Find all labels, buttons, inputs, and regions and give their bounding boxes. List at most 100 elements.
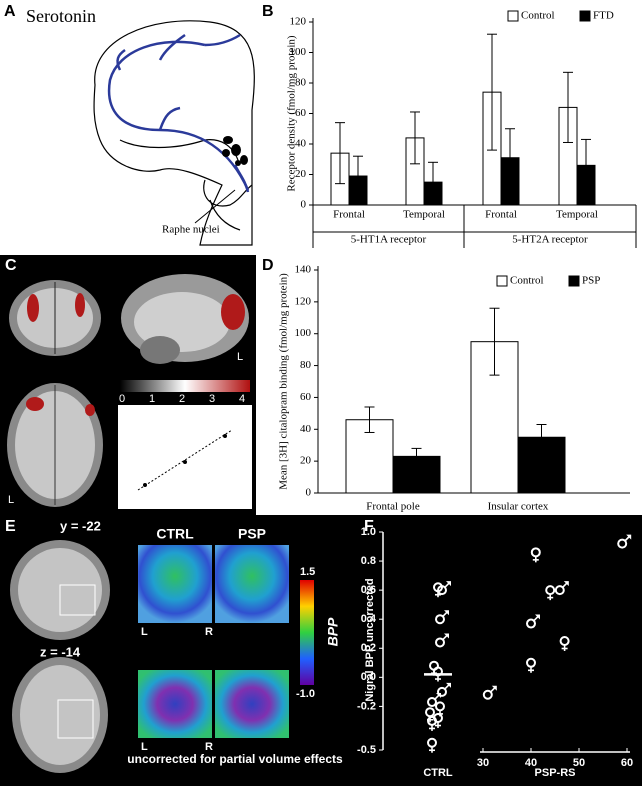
y-axis-title: Mean [3H] citalopram binding (fmol/mg pr…	[278, 273, 290, 490]
y-tick-label: 0.4	[361, 613, 377, 625]
legend-label: Control	[510, 275, 544, 287]
x-tick-label: 40	[525, 757, 537, 769]
error-bar	[487, 33, 497, 151]
colorbar-tick: 3	[209, 393, 215, 405]
y-tick-label: 20	[300, 455, 312, 467]
symbol-ring	[435, 614, 445, 625]
y-tick-label: 40	[295, 138, 307, 150]
data-point	[545, 585, 556, 601]
column-label: PSP	[238, 526, 266, 542]
y-tick-label: 20	[295, 168, 307, 180]
legend-label: PSP	[582, 275, 600, 287]
annotation-line	[194, 189, 236, 224]
data-point	[554, 581, 569, 596]
group-label: CTRL	[423, 767, 453, 779]
y-tick-label: 0	[306, 487, 312, 499]
panel-label: A	[4, 3, 16, 20]
y-tick-label: 0	[301, 199, 307, 211]
panel-label: D	[262, 257, 274, 274]
data-point	[435, 633, 449, 648]
error-bar	[428, 161, 438, 203]
symbol-head	[626, 534, 632, 540]
data-point	[437, 581, 451, 596]
caption: uncorrected for partial volume effects	[127, 752, 343, 766]
group-label: 5-HT2A receptor	[512, 234, 588, 246]
data-point	[526, 657, 536, 673]
x-tick-label: Insular cortex	[488, 501, 549, 513]
x-axis-title: PSP-RS	[535, 767, 576, 779]
y-tick-label: 1.0	[361, 526, 376, 538]
symbol-head	[436, 693, 441, 699]
y-tick-label: 120	[295, 295, 312, 307]
y-axis-title: Nigral BPP uncorrected	[364, 578, 376, 701]
side-label: R	[205, 626, 213, 638]
x-tick-label: Temporal	[556, 209, 598, 221]
y-tick-label: 120	[290, 16, 307, 28]
symbol-ring	[482, 689, 493, 700]
x-tick-label: Frontal pole	[366, 501, 420, 513]
error-bar	[505, 128, 515, 188]
legend-label: Control	[521, 10, 555, 22]
legend-swatch	[568, 275, 580, 287]
y-tick-label: 0.0	[361, 671, 376, 683]
y-tick-label: 100	[295, 327, 312, 339]
slice-label: y = -22	[60, 518, 101, 533]
y-tick-label: 140	[295, 264, 312, 276]
colorbar-tick: 1.5	[300, 566, 315, 578]
symbol-head	[446, 682, 451, 688]
symbol-head	[563, 581, 569, 587]
orientation-label: L	[8, 494, 14, 506]
data-point	[617, 534, 632, 549]
symbol-ring	[554, 585, 565, 596]
brain-diagram	[93, 20, 255, 246]
colorbar-tick: 0	[119, 393, 125, 405]
serotonin-pathways	[107, 33, 250, 193]
y-tick-label: 0.8	[361, 555, 376, 567]
legend-swatch	[579, 10, 591, 22]
x-tick-label: Frontal	[333, 209, 365, 221]
x-tick-label: 30	[477, 757, 489, 769]
data-point	[559, 636, 570, 651]
side-label: R	[205, 741, 213, 753]
y-axis-title: Receptor density (fmol/mg protein)	[286, 35, 298, 191]
symbol-ring	[427, 697, 437, 708]
error-bar	[489, 307, 500, 376]
legend-swatch	[496, 275, 508, 287]
data-point	[526, 614, 540, 629]
error-bar	[353, 155, 363, 197]
panel-label: F	[364, 518, 374, 535]
y-tick-label: -0.2	[357, 700, 376, 712]
error-bar	[563, 71, 573, 143]
column-label: CTRL	[156, 526, 194, 542]
y-tick-label: -0.5	[357, 744, 376, 756]
colorbar-tick: 1	[149, 393, 155, 405]
error-bar	[536, 424, 547, 451]
y-tick-label: 40	[300, 423, 312, 435]
y-tick-label: 100	[290, 46, 307, 58]
annotation: Raphe nuclei	[162, 224, 220, 236]
bar	[392, 455, 441, 494]
colorbar-label: BPP	[325, 617, 341, 646]
error-bar	[335, 122, 345, 185]
symbol-head	[491, 685, 497, 691]
data-point	[437, 682, 451, 697]
symbol-head	[446, 581, 451, 587]
panel-f-bg	[362, 515, 642, 786]
symbol-ring	[437, 686, 447, 697]
error-bar	[411, 447, 422, 465]
panel-title: Serotonin	[26, 6, 96, 26]
x-tick-label: 60	[621, 757, 633, 769]
side-label: L	[141, 626, 148, 638]
symbol-ring	[435, 637, 445, 648]
data-point	[435, 610, 449, 625]
group-label: 5-HT1A receptor	[351, 234, 427, 246]
brain-images	[7, 274, 252, 509]
x-tick-label: Temporal	[403, 209, 445, 221]
y-tick-label: 80	[300, 359, 312, 371]
error-bar	[364, 406, 375, 433]
data-point	[427, 737, 437, 753]
panel-label: B	[262, 3, 274, 20]
error-bar	[410, 111, 420, 165]
data-point	[427, 693, 441, 708]
symbol-head	[444, 633, 449, 639]
